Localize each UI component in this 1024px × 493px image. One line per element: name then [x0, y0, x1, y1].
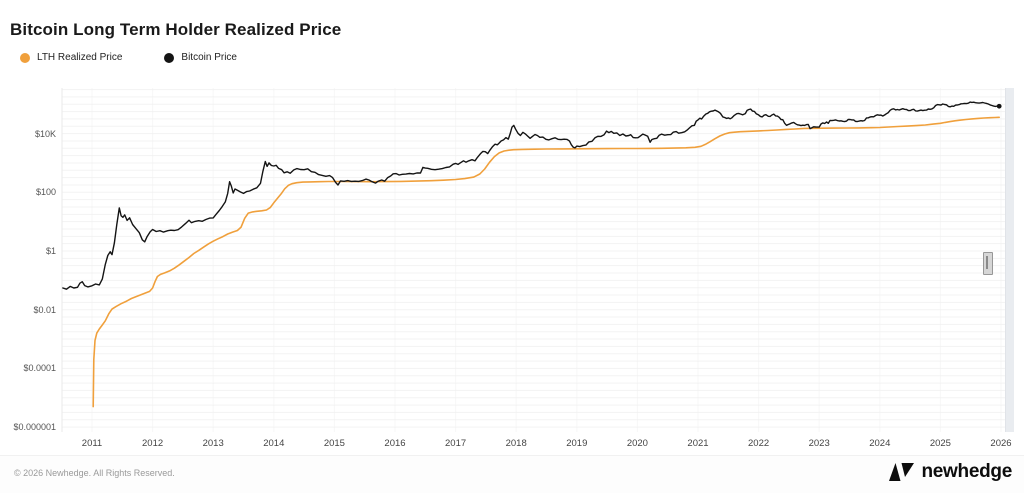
page-title: Bitcoin Long Term Holder Realized Price — [10, 20, 342, 39]
x-axis-tick-label: 2022 — [748, 438, 770, 449]
x-axis-tick-label: 2025 — [929, 438, 951, 449]
x-axis-tick-label: 2020 — [626, 438, 648, 449]
range-slider-handle[interactable] — [983, 252, 993, 275]
bitcoin-price-dot-icon — [164, 52, 175, 63]
y-axis-tick-label: $0.0001 — [23, 363, 56, 374]
chart-legend: LTH Realized Price Bitcoin Price — [20, 52, 237, 63]
y-axis-tick-label: $0.000001 — [13, 422, 56, 433]
lth-realized-price-line — [92, 116, 1001, 408]
x-axis-tick-label: 2018 — [505, 438, 527, 449]
x-axis-tick-label: 2014 — [263, 438, 285, 449]
copyright-text: © 2026 Newhedge. All Rights Reserved. — [14, 468, 175, 478]
x-axis-tick-label: 2011 — [81, 438, 103, 449]
x-axis-tick-label: 2026 — [990, 438, 1012, 449]
legend-item-bitcoin-price[interactable]: Bitcoin Price — [164, 52, 237, 63]
y-axis-tick-label: $10K — [34, 128, 56, 139]
legend-label: LTH Realized Price — [37, 52, 123, 63]
y-axis-tick-label: $100 — [35, 187, 56, 198]
brand-logo[interactable]: newhedge — [888, 461, 1012, 483]
x-axis-tick-label: 2019 — [566, 438, 588, 449]
newhedge-triangles-icon — [889, 463, 915, 481]
x-axis-tick-label: 2017 — [445, 438, 467, 449]
legend-label: Bitcoin Price — [181, 52, 237, 63]
x-axis-tick-label: 2013 — [202, 438, 224, 449]
y-axis-tick-label: $1 — [45, 246, 56, 256]
bitcoin-price-line — [62, 101, 1000, 290]
lth-realized-price-dot-icon — [20, 52, 30, 63]
x-axis-tick-label: 2024 — [869, 438, 891, 449]
x-axis-tick-label: 2015 — [323, 438, 345, 449]
last-price-marker — [996, 103, 1002, 109]
y-axis-tick-label: $0.01 — [33, 304, 56, 315]
x-axis-tick-label: 2012 — [142, 438, 164, 449]
right-scrollbar[interactable] — [1005, 88, 1014, 432]
x-axis-tick-label: 2023 — [808, 438, 830, 449]
footer: © 2026 Newhedge. All Rights Reserved. ne… — [0, 455, 1024, 493]
x-axis-tick-label: 2021 — [687, 438, 709, 449]
x-axis-tick-label: 2016 — [384, 438, 406, 449]
legend-item-lth-realized-price[interactable]: LTH Realized Price — [20, 52, 122, 63]
brand-name: newhedge — [921, 461, 1012, 482]
